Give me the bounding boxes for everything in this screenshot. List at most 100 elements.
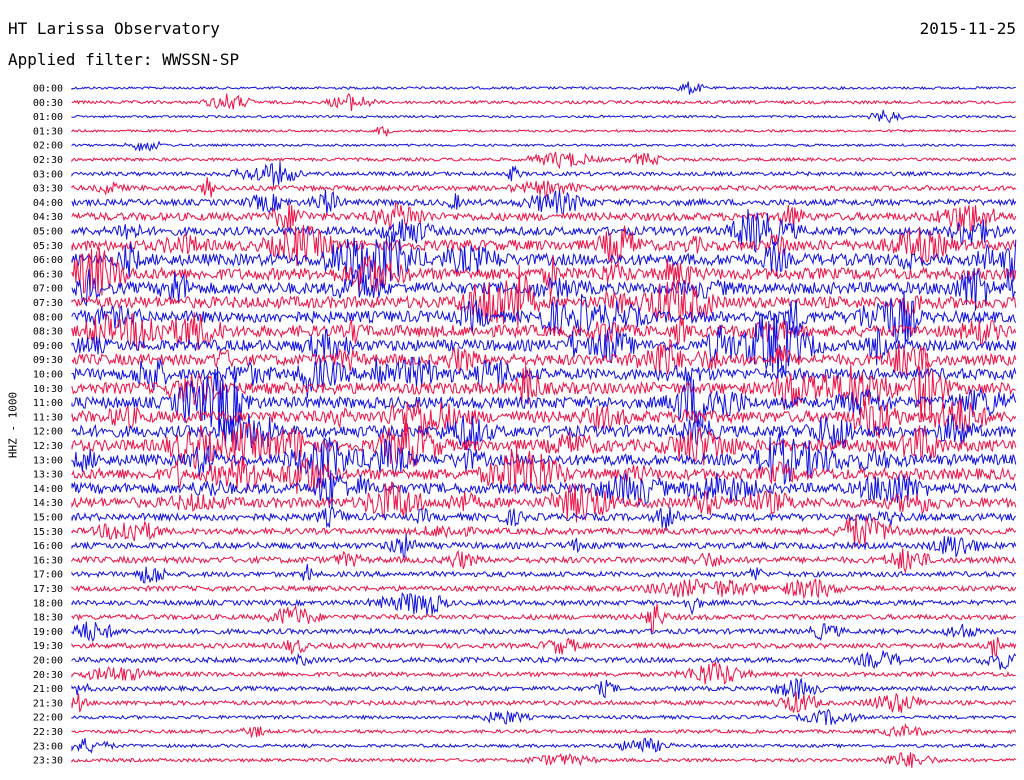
tick-label-1800: 18:00	[33, 598, 63, 609]
tick-label-2030: 20:30	[33, 670, 63, 681]
trace-1300	[71, 432, 1017, 485]
tick-label-0600: 06:00	[33, 255, 63, 266]
tick-label-1730: 17:30	[33, 584, 63, 595]
tick-label-0630: 06:30	[33, 269, 63, 280]
tick-label-0130: 01:30	[33, 126, 63, 137]
tick-label-0800: 08:00	[33, 312, 63, 323]
trace-1100	[71, 366, 1017, 436]
trace-0100	[71, 109, 1017, 124]
tick-label-0100: 01:00	[33, 112, 63, 123]
tick-labels: 00:00 00:30 01:00 01:30 02:00 02:30 03:00 03:30…	[33, 84, 63, 767]
trace-1200	[71, 413, 1017, 451]
tick-label-1700: 17:00	[33, 570, 63, 581]
station-title: HT Larissa Observatory	[8, 19, 220, 38]
tick-label-1230: 12:30	[33, 441, 63, 452]
trace-1830	[71, 603, 1016, 633]
trace-0700	[71, 268, 1017, 311]
trace-2230	[71, 722, 1017, 738]
trace-1230	[71, 422, 1017, 470]
trace-0030	[71, 92, 1016, 112]
trace-0000	[71, 81, 1016, 95]
tick-label-1830: 18:30	[33, 613, 63, 624]
trace-1500	[71, 505, 1017, 531]
trace-0930	[71, 338, 1017, 378]
trace-2030	[71, 661, 1016, 685]
filter-label: Applied filter: WWSSN-SP	[8, 50, 240, 69]
trace-2000	[71, 650, 1017, 670]
trace-1000	[71, 356, 1017, 398]
trace-0800	[71, 290, 1017, 345]
tick-label-0330: 03:30	[33, 184, 63, 195]
trace-0200	[71, 140, 1017, 152]
trace-1600	[71, 533, 1017, 561]
trace-0330	[71, 177, 1017, 198]
tick-label-1500: 15:00	[33, 513, 63, 524]
trace-0730	[71, 265, 1017, 329]
tick-label-1130: 11:30	[33, 412, 63, 423]
trace-0530	[71, 224, 1016, 266]
tick-label-2300: 23:00	[33, 741, 63, 752]
tick-label-0830: 08:30	[33, 327, 63, 338]
trace-0500	[71, 209, 1017, 254]
tick-label-0230: 02:30	[33, 155, 63, 166]
tick-label-1600: 16:00	[33, 541, 63, 552]
trace-0130	[71, 125, 1017, 137]
trace-0230	[71, 151, 1017, 170]
trace-1900	[71, 621, 1017, 643]
tick-label-1400: 14:00	[33, 484, 63, 495]
trace-0900	[71, 312, 1017, 379]
tick-label-1900: 19:00	[33, 627, 63, 638]
tick-label-1000: 10:00	[33, 370, 63, 381]
tick-label-2130: 21:30	[33, 698, 63, 709]
record-date: 2015-11-25	[919, 19, 1016, 38]
tick-label-0530: 05:30	[33, 241, 63, 252]
tick-label-2000: 20:00	[33, 656, 63, 667]
tick-label-1530: 15:30	[33, 527, 63, 538]
tick-label-1330: 13:30	[33, 470, 63, 481]
tick-label-0300: 03:00	[33, 169, 63, 180]
tick-label-0000: 00:00	[33, 84, 63, 95]
trace-1130	[71, 398, 1017, 439]
trace-1730	[71, 578, 1017, 600]
tick-label-1100: 11:00	[33, 398, 63, 409]
tick-label-0730: 07:30	[33, 298, 63, 309]
tick-label-0430: 04:30	[33, 212, 63, 223]
trace-1930	[71, 637, 1017, 658]
tick-label-2100: 21:00	[33, 684, 63, 695]
trace-0630	[71, 247, 1017, 298]
tick-label-1930: 19:30	[33, 641, 63, 652]
trace-0600	[71, 231, 1017, 287]
trace-0830	[71, 312, 1017, 351]
trace-1800	[71, 591, 1017, 616]
trace-1700	[71, 564, 1016, 584]
tick-label-1430: 14:30	[33, 498, 63, 509]
tick-label-0900: 09:00	[33, 341, 63, 352]
trace-2300	[71, 737, 1016, 754]
tick-label-2330: 23:30	[33, 756, 63, 767]
trace-1030	[71, 353, 1016, 420]
trace-1330	[71, 448, 1017, 495]
tick-label-0200: 02:00	[33, 141, 63, 152]
trace-1630	[71, 548, 1016, 574]
tick-label-0400: 04:00	[33, 198, 63, 209]
tick-label-1630: 16:30	[33, 555, 63, 566]
trace-0300	[71, 161, 1017, 186]
trace-2200	[71, 708, 1017, 725]
tick-label-1300: 13:00	[33, 455, 63, 466]
trace-1430	[71, 481, 1017, 523]
tick-label-0030: 00:30	[33, 98, 63, 109]
tick-label-2200: 22:00	[33, 713, 63, 724]
trace-2330	[71, 752, 1017, 768]
tick-label-1030: 10:30	[33, 384, 63, 395]
trace-2100	[71, 677, 1017, 700]
tick-label-0930: 09:30	[33, 355, 63, 366]
trace-1530	[71, 514, 1017, 548]
tick-label-0500: 05:00	[33, 227, 63, 238]
trace-0430	[71, 201, 1017, 232]
tick-label-0700: 07:00	[33, 284, 63, 295]
trace-0400	[71, 189, 1017, 215]
tick-label-2230: 22:30	[33, 727, 63, 738]
tick-label-1200: 12:00	[33, 427, 63, 438]
trace-1400	[71, 470, 1017, 509]
